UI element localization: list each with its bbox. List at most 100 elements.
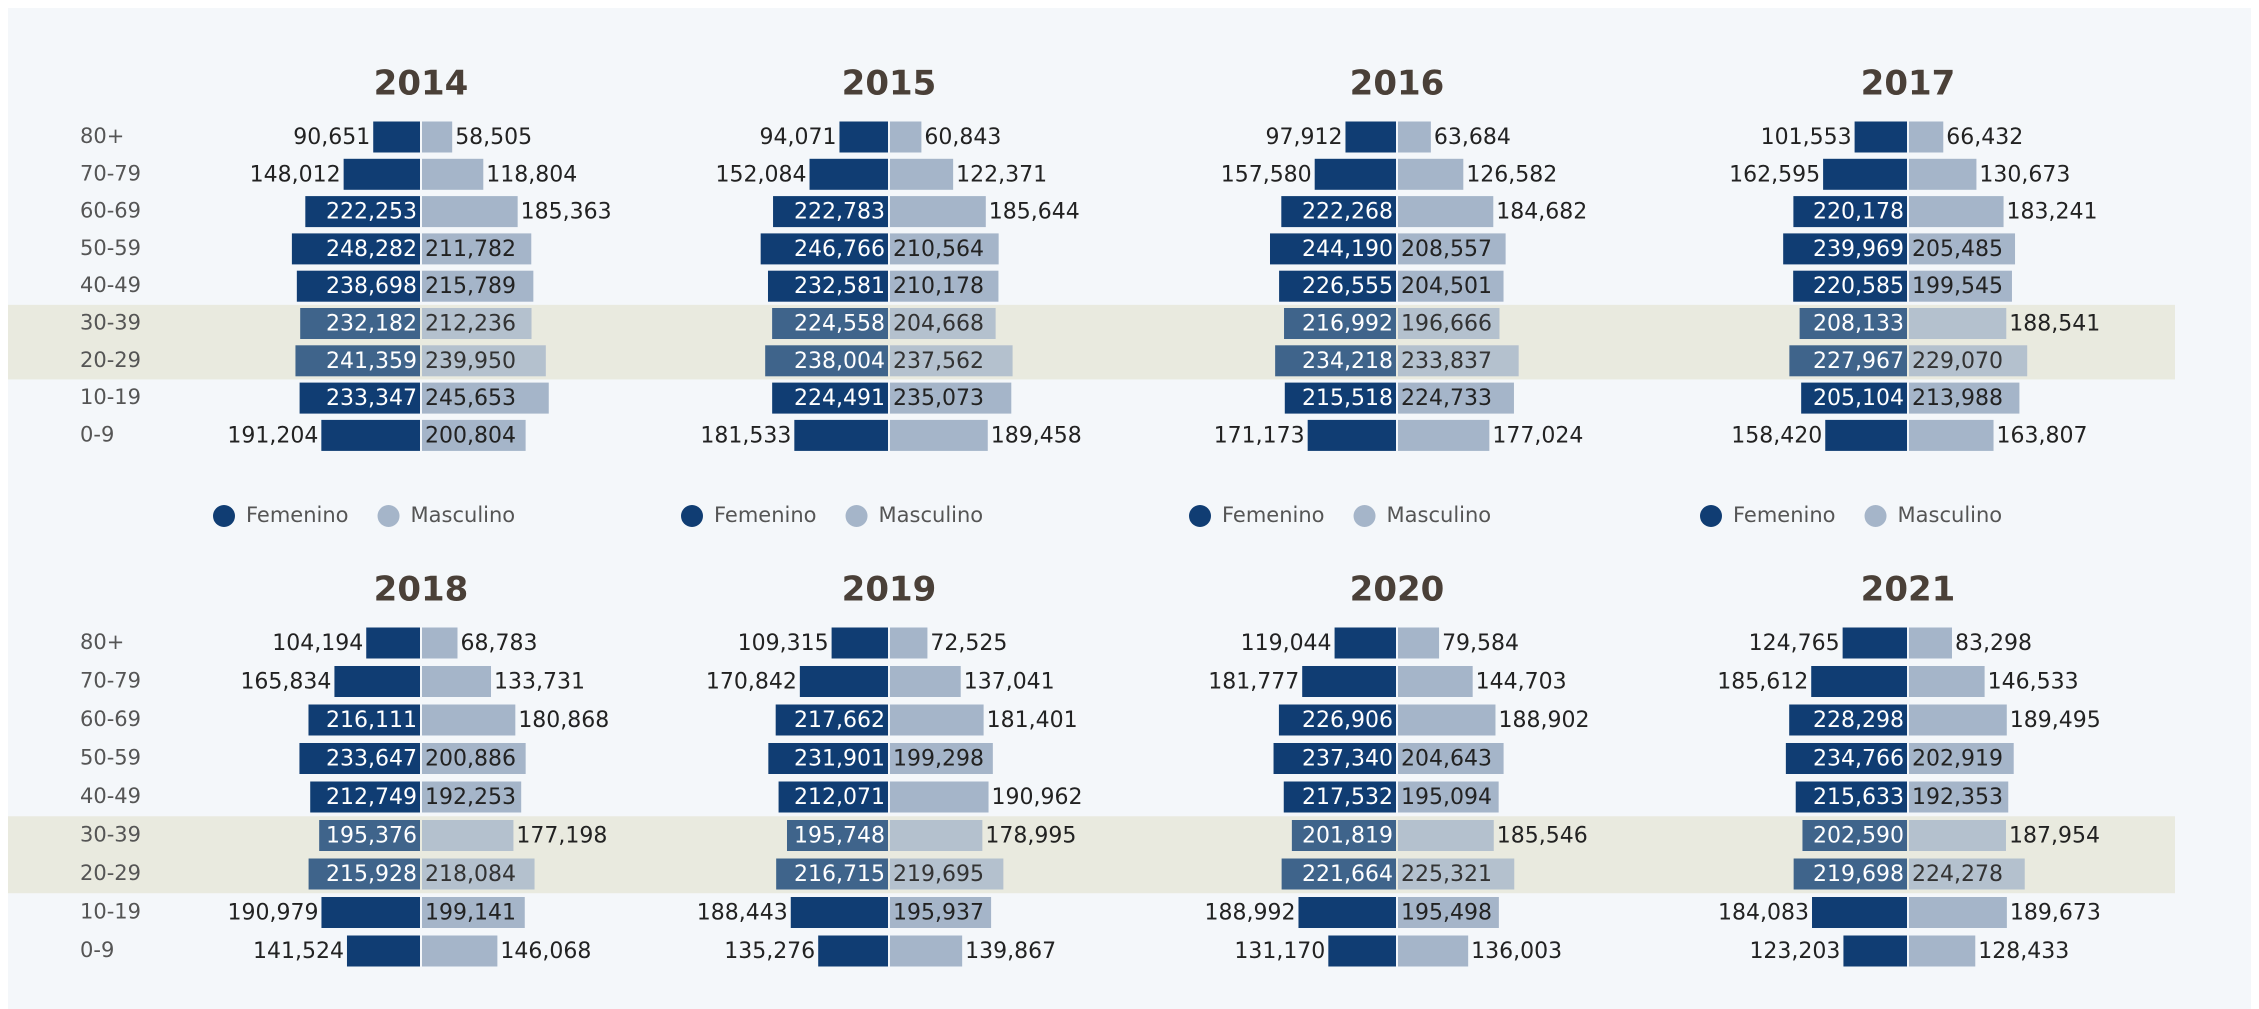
value-label: 199,298 <box>893 747 984 772</box>
bar <box>1298 897 1396 928</box>
bar <box>295 345 420 377</box>
value-label: 152,084 <box>716 162 807 187</box>
value-label: 216,111 <box>326 708 417 733</box>
value-label: 202,919 <box>1912 747 2003 772</box>
value-label: 233,347 <box>326 386 417 411</box>
value-label: 217,532 <box>1302 785 1393 810</box>
category-label: 70-79 <box>80 669 141 693</box>
value-label: 195,748 <box>794 824 885 849</box>
bar <box>1398 666 1473 697</box>
category-label: 10-19 <box>80 900 141 924</box>
bar <box>768 743 888 774</box>
value-label: 226,555 <box>1302 274 1393 299</box>
value-label: 188,541 <box>2009 312 2100 337</box>
bar <box>786 820 888 851</box>
value-label: 199,141 <box>425 901 516 926</box>
bar <box>1823 158 1907 190</box>
category-label: 70-79 <box>80 161 141 185</box>
value-label: 124,765 <box>1749 631 1840 656</box>
bar <box>1398 858 1515 890</box>
value-label: 222,783 <box>794 200 885 225</box>
category-label: 0-9 <box>80 938 114 962</box>
bar <box>373 121 420 153</box>
value-label: 224,491 <box>794 386 885 411</box>
value-label: 122,371 <box>956 162 1047 187</box>
value-label: 185,612 <box>1717 670 1808 695</box>
category-label: 50-59 <box>80 236 141 260</box>
value-label: 181,777 <box>1208 670 1299 695</box>
bar <box>422 781 522 813</box>
bar <box>310 781 420 813</box>
value-label: 133,731 <box>494 670 585 695</box>
value-label: 227,967 <box>1813 349 1904 374</box>
value-label: 195,498 <box>1401 901 1492 926</box>
bar <box>1825 419 1907 451</box>
bar <box>422 743 526 774</box>
value-label: 212,749 <box>326 785 417 810</box>
value-label: 231,901 <box>794 747 885 772</box>
legend-marker <box>845 505 868 527</box>
bar <box>1909 270 2012 302</box>
bar <box>334 666 420 697</box>
bar <box>1909 743 2014 774</box>
bar <box>422 666 492 697</box>
bar <box>890 121 922 153</box>
value-label: 226,906 <box>1302 708 1393 733</box>
value-label: 234,218 <box>1302 349 1393 374</box>
bar <box>321 897 420 928</box>
bar <box>1909 935 1976 967</box>
category-label: 20-29 <box>80 348 141 372</box>
bar <box>422 897 525 928</box>
value-label: 83,298 <box>1955 631 2032 656</box>
bar <box>1284 382 1396 414</box>
legend-label: Femenino <box>1733 503 1836 527</box>
value-label: 187,954 <box>2009 824 2100 849</box>
value-label: 177,024 <box>1492 423 1583 448</box>
bar <box>890 382 1012 414</box>
bar <box>291 233 420 265</box>
value-label: 204,668 <box>893 312 984 337</box>
bar <box>794 419 888 451</box>
legend-label: Masculino <box>879 503 984 527</box>
bar <box>890 820 983 851</box>
bar <box>1909 820 2006 851</box>
bar <box>818 935 888 967</box>
value-label: 185,363 <box>521 200 612 225</box>
value-label: 72,525 <box>930 631 1007 656</box>
bar <box>790 897 888 928</box>
bar <box>1909 196 2004 228</box>
value-label: 68,783 <box>460 631 537 656</box>
value-label: 202,590 <box>1813 824 1904 849</box>
bar <box>773 196 888 228</box>
bar <box>1281 196 1396 228</box>
value-label: 135,276 <box>724 939 815 964</box>
bar <box>1398 158 1464 190</box>
legend-label: Femenino <box>246 503 349 527</box>
bar <box>839 121 888 153</box>
value-label: 188,902 <box>1498 708 1589 733</box>
category-label: 50-59 <box>80 746 141 770</box>
value-label: 217,662 <box>794 708 885 733</box>
bar <box>1909 666 1985 697</box>
bar <box>1398 419 1490 451</box>
value-label: 220,585 <box>1813 274 1904 299</box>
bar <box>422 121 453 153</box>
bar <box>778 781 888 813</box>
value-label: 211,782 <box>425 237 516 262</box>
value-label: 205,104 <box>1813 386 1904 411</box>
value-label: 246,766 <box>794 237 885 262</box>
value-label: 184,083 <box>1718 901 1809 926</box>
chart-title: 2014 <box>374 64 469 104</box>
value-label: 248,282 <box>326 237 417 262</box>
bar <box>296 270 420 302</box>
value-label: 63,684 <box>1434 125 1511 150</box>
bar <box>890 233 999 265</box>
value-label: 221,664 <box>1302 862 1393 887</box>
value-label: 170,842 <box>706 670 797 695</box>
bar <box>1793 858 1907 890</box>
bar <box>1909 704 2007 736</box>
bar <box>1398 270 1504 302</box>
value-label: 201,819 <box>1302 824 1393 849</box>
bar <box>422 704 516 736</box>
value-label: 94,071 <box>759 125 836 150</box>
